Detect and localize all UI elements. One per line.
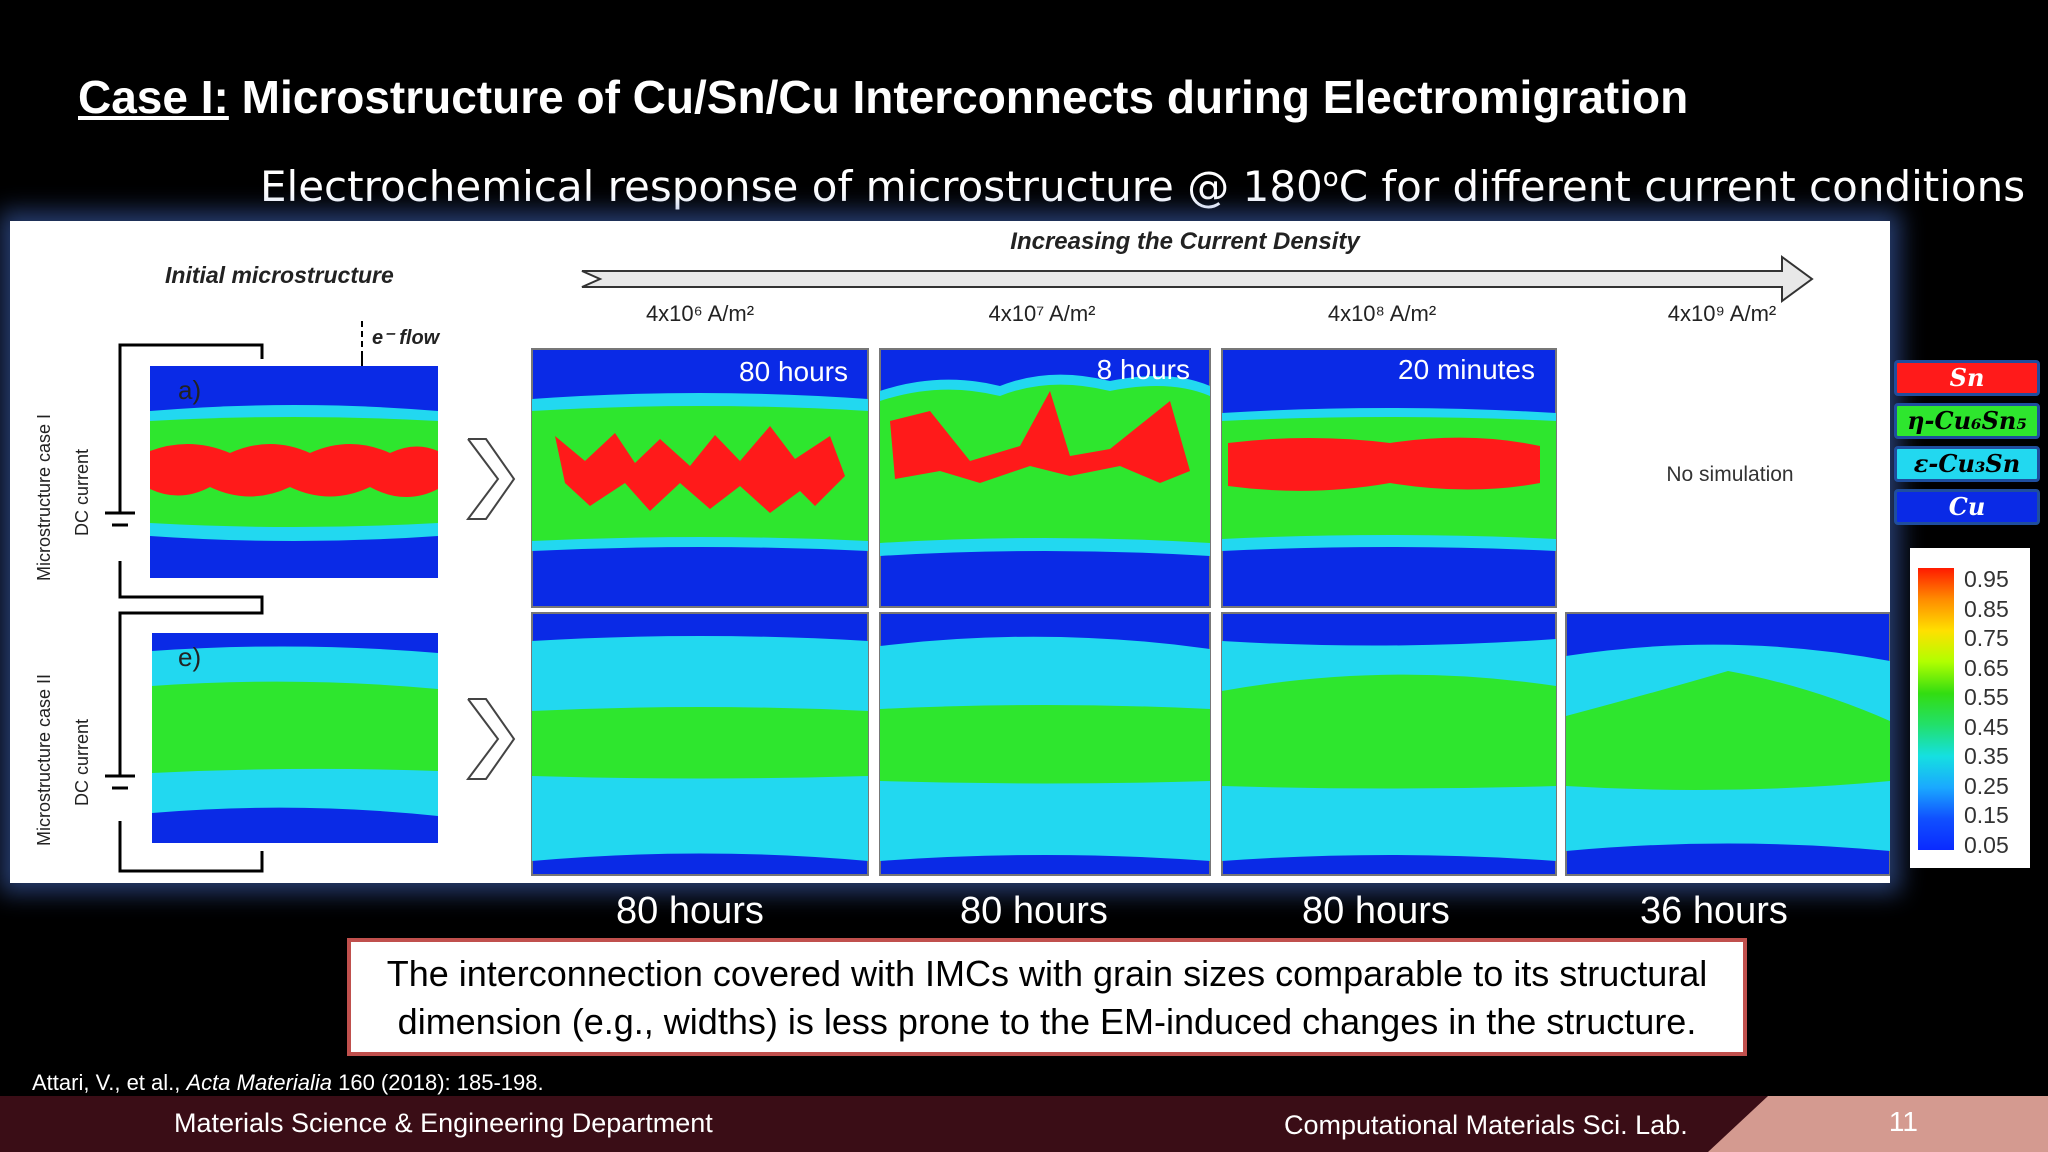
conclusion-line-1: The interconnection covered with IMCs wi… bbox=[386, 953, 1708, 994]
row1-dc-label: DC current bbox=[72, 449, 92, 536]
phase-legend-item: ε-Cu₃Sn bbox=[1894, 446, 2040, 482]
color-bar-tick: 0.15 bbox=[1964, 802, 2009, 828]
subtitle-text-post: C for different current conditions bbox=[1338, 162, 2026, 211]
color-bar-tick: 0.75 bbox=[1964, 625, 2009, 651]
phase-legend-item: Cu bbox=[1894, 489, 2040, 525]
citation: Attari, V., et al., Acta Materialia 160 … bbox=[32, 1070, 544, 1096]
figure-canvas: Increasing the Current Density Initial m… bbox=[34, 228, 1890, 876]
slide-title: Case I: Microstructure of Cu/Sn/Cu Inter… bbox=[78, 70, 1688, 124]
no-simulation-label: No simulation bbox=[1666, 463, 1793, 486]
current-density-label: 4x10⁷ A/m² bbox=[988, 301, 1095, 326]
citation-journal: Acta Materialia bbox=[186, 1070, 332, 1095]
row1-circuit bbox=[105, 343, 264, 613]
initial-panel-case2: e) bbox=[152, 633, 438, 843]
row2-case-label: Microstructure case II bbox=[34, 674, 54, 846]
increasing-arrow-icon bbox=[581, 255, 1814, 303]
color-bar: 0.95 0.85 0.75 0.65 0.55 0.45 0.35 0.25 0.15 0.05 bbox=[1910, 548, 2030, 868]
footer-bar: Materials Science & Engineering Departme… bbox=[0, 1096, 2048, 1152]
phase-legend-item: Sn bbox=[1894, 360, 2040, 396]
row2-time-label: 36 hours bbox=[1640, 890, 1788, 932]
conclusion-line-2: dimension (e.g., widths) is less prone t… bbox=[397, 1001, 1697, 1042]
chevron-right-icon bbox=[466, 438, 516, 520]
page-number-tab bbox=[1708, 1096, 2048, 1152]
color-bar-gradient bbox=[1918, 568, 1954, 850]
color-bar-tick: 0.05 bbox=[1964, 831, 2009, 858]
panel-e-label: e) bbox=[178, 642, 201, 672]
electron-flow-label: e⁻ flow bbox=[372, 327, 441, 349]
color-bar-tick: 0.85 bbox=[1964, 595, 2009, 622]
row1-side-labels: Microstructure case I DC current bbox=[34, 414, 92, 581]
title-case-label: Case I: bbox=[78, 71, 229, 123]
color-bar-tick: 0.55 bbox=[1964, 684, 2009, 710]
sim-panel-row1-col1: 80 hours bbox=[531, 348, 869, 608]
citation-details: 160 (2018): 185-198. bbox=[332, 1070, 544, 1095]
current-density-label: 4x10⁸ A/m² bbox=[1328, 301, 1436, 326]
row2-dc-label: DC current bbox=[72, 719, 92, 806]
row1-time-label: 8 hours bbox=[1097, 354, 1190, 385]
current-density-label: 4x10⁹ A/m² bbox=[1668, 301, 1776, 326]
slide-subtitle: Electrochemical response of microstructu… bbox=[260, 162, 2025, 211]
color-bar-tick: 0.35 bbox=[1964, 743, 2009, 769]
conclusion-box: The interconnection covered with IMCs wi… bbox=[347, 938, 1747, 1056]
row2-circuit bbox=[105, 611, 264, 873]
footer-lab: Computational Materials Sci. Lab. bbox=[1284, 1110, 1688, 1140]
subtitle-text-pre: Electrochemical response of microstructu… bbox=[260, 162, 1323, 211]
sim-panel-row2-col2 bbox=[879, 612, 1211, 876]
chevron-right-icon bbox=[466, 698, 516, 780]
phase-legend-item: η-Cu₆Sn₅ bbox=[1894, 403, 2040, 439]
current-density-label: 4x10⁶ A/m² bbox=[646, 301, 754, 326]
color-bar-tick: 0.95 bbox=[1964, 566, 2009, 592]
color-bar-tick: 0.45 bbox=[1964, 713, 2009, 740]
sim-panel-row2-col3 bbox=[1221, 612, 1557, 876]
color-bar-tick: 0.25 bbox=[1964, 772, 2009, 799]
initial-microstructure-label: Initial microstructure bbox=[165, 262, 394, 288]
sim-panel-row2-col1 bbox=[531, 612, 869, 876]
row2-time-label: 80 hours bbox=[960, 890, 1108, 932]
color-bar-tick: 0.65 bbox=[1964, 654, 2009, 681]
sim-panel-row2-col4 bbox=[1565, 612, 1890, 876]
row1-time-label: 80 hours bbox=[739, 356, 848, 387]
title-text: Microstructure of Cu/Sn/Cu Interconnects… bbox=[228, 71, 1689, 123]
panel-a-label: a) bbox=[178, 375, 201, 405]
initial-panel-case1: a) bbox=[150, 366, 438, 578]
row2-time-label: 80 hours bbox=[1302, 890, 1450, 932]
sim-panel-row1-col2: 8 hours bbox=[879, 348, 1211, 608]
footer-department: Materials Science & Engineering Departme… bbox=[174, 1108, 713, 1138]
subtitle-degree: o bbox=[1322, 163, 1339, 193]
citation-authors: Attari, V., et al., bbox=[32, 1070, 187, 1095]
microstructure-figure: Increasing the Current Density Initial m… bbox=[10, 221, 1890, 883]
row2-side-labels: Microstructure case II DC current bbox=[34, 674, 92, 846]
row1-time-label: 20 minutes bbox=[1398, 354, 1535, 385]
row1-case-label: Microstructure case I bbox=[34, 414, 54, 581]
increasing-current-label: Increasing the Current Density bbox=[1010, 228, 1361, 255]
sim-panel-row1-col3: 20 minutes bbox=[1221, 348, 1557, 608]
row2-time-label: 80 hours bbox=[616, 890, 764, 932]
page-number: 11 bbox=[1888, 1106, 1918, 1137]
